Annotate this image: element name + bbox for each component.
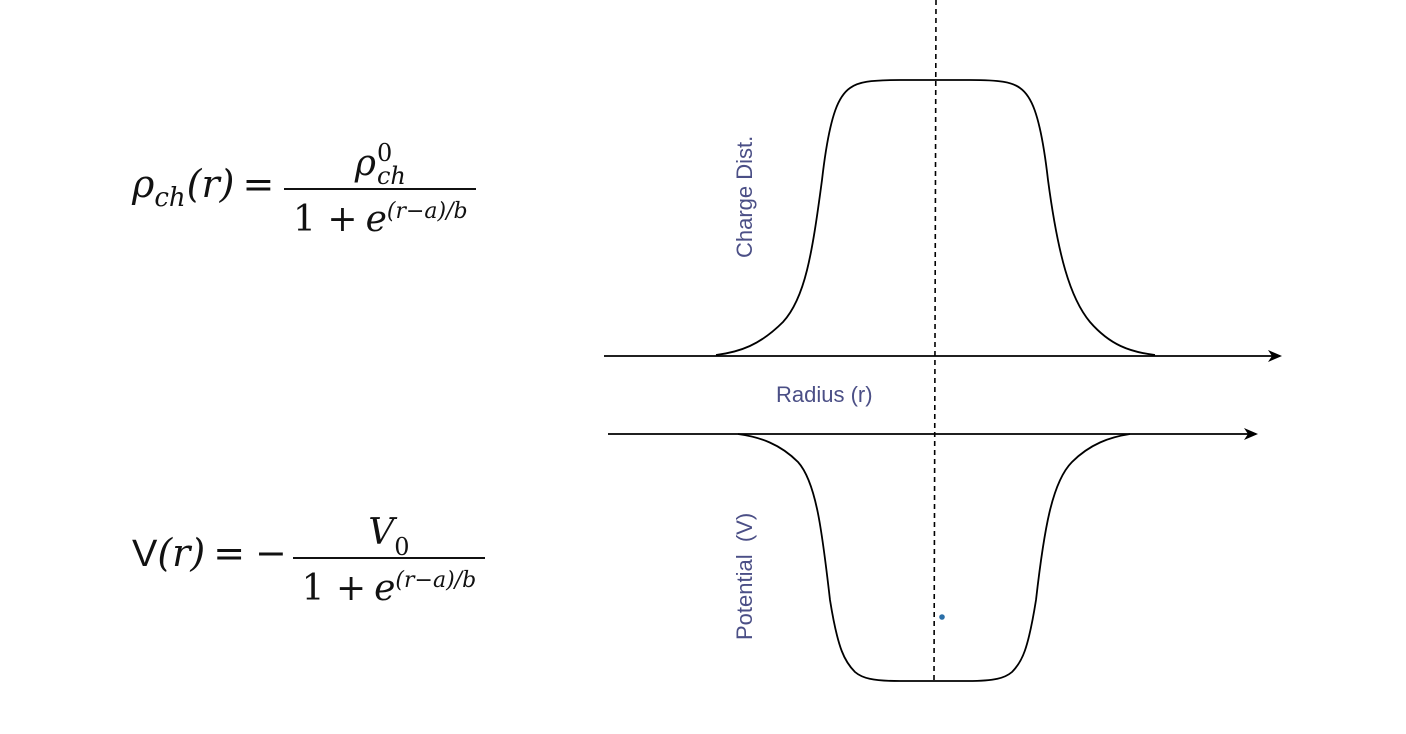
potential-denominator: 1 + e (r−a)/b: [302, 559, 477, 609]
r-argument: (r): [157, 530, 206, 575]
fraction-bar: [292, 557, 485, 559]
rho-zero-symbol: ρ: [354, 143, 376, 184]
center-dashed-line: [933, 0, 937, 681]
ch-subscript: ch: [376, 162, 406, 191]
exponent: (r−a)/b: [395, 568, 477, 593]
r-argument: (r): [186, 162, 235, 206]
charge-dist-label: Charge Dist.: [732, 136, 757, 258]
charge-distribution-curve: [715, 79, 1156, 356]
exponential-base: e: [365, 199, 387, 240]
charge-numerator: ρ 0 ch: [354, 128, 406, 191]
charge-distribution-formula: ρ ch (r) = ρ 0 ch 1 + e (r−a)/b: [132, 128, 477, 240]
minus-sign: −: [255, 531, 287, 575]
v-zero-symbol: V: [368, 512, 395, 553]
marker-dot: [939, 614, 945, 620]
zero-subscript: 0: [394, 533, 410, 561]
v-symbol: V: [132, 532, 158, 575]
potential-formula-lhs: V (r): [132, 534, 205, 573]
charge-formula-lhs: ρ ch (r): [132, 162, 235, 211]
potential-curve: [737, 433, 1131, 682]
fraction-bar: [284, 188, 477, 190]
equals-sign: =: [242, 162, 275, 206]
charge-fraction: ρ 0 ch 1 + e (r−a)/b: [284, 128, 477, 240]
rho-symbol: ρ: [132, 162, 155, 206]
exponent: (r−a)/b: [386, 199, 468, 224]
exponential-base: e: [374, 568, 396, 609]
one-plus: 1 +: [293, 199, 358, 240]
equals-sign: =: [213, 531, 246, 575]
ch-subscript: ch: [154, 183, 186, 213]
radius-axis-label: Radius (r): [776, 382, 873, 407]
numerator-scripts: 0 ch: [376, 139, 406, 191]
zero-superscript: 0: [376, 139, 393, 168]
one-plus: 1 +: [301, 568, 367, 609]
potential-label: Potential (V): [732, 513, 757, 640]
charge-denominator: 1 + e (r−a)/b: [293, 190, 468, 240]
